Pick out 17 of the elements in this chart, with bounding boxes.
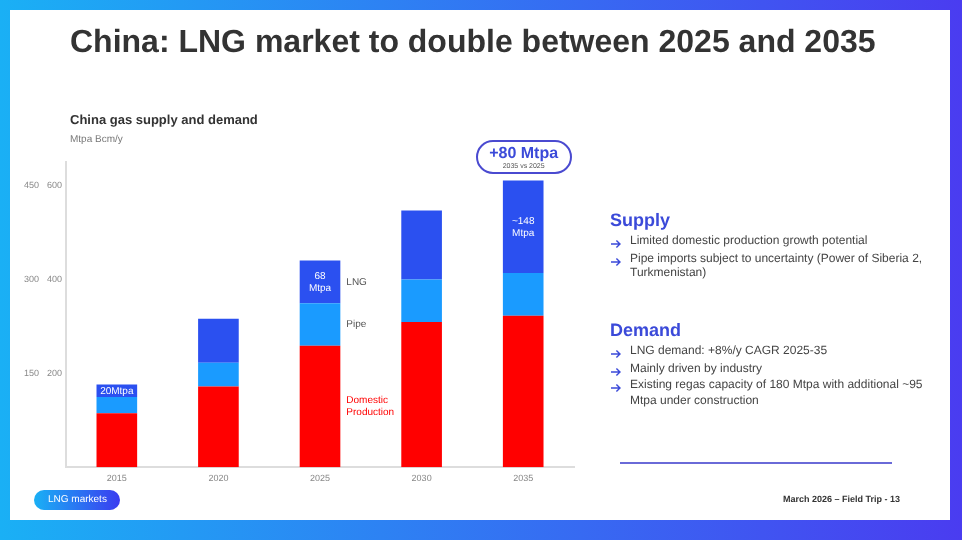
bar xyxy=(502,273,544,316)
bar xyxy=(198,318,239,363)
bar xyxy=(198,362,239,387)
bar xyxy=(299,345,341,468)
chart-title: China: LNG market to double between 2025 and 2035 xyxy=(70,26,876,62)
bar xyxy=(401,279,442,322)
text: Demand xyxy=(610,320,684,340)
bar xyxy=(299,303,341,346)
bar xyxy=(502,180,544,274)
annotation: +80 Mtpa xyxy=(489,144,559,163)
bar xyxy=(96,413,138,468)
bar xyxy=(401,210,442,280)
bar xyxy=(96,397,138,414)
bar xyxy=(401,321,442,468)
bar xyxy=(198,386,239,468)
text: Supply xyxy=(610,210,673,230)
bar xyxy=(502,315,544,468)
